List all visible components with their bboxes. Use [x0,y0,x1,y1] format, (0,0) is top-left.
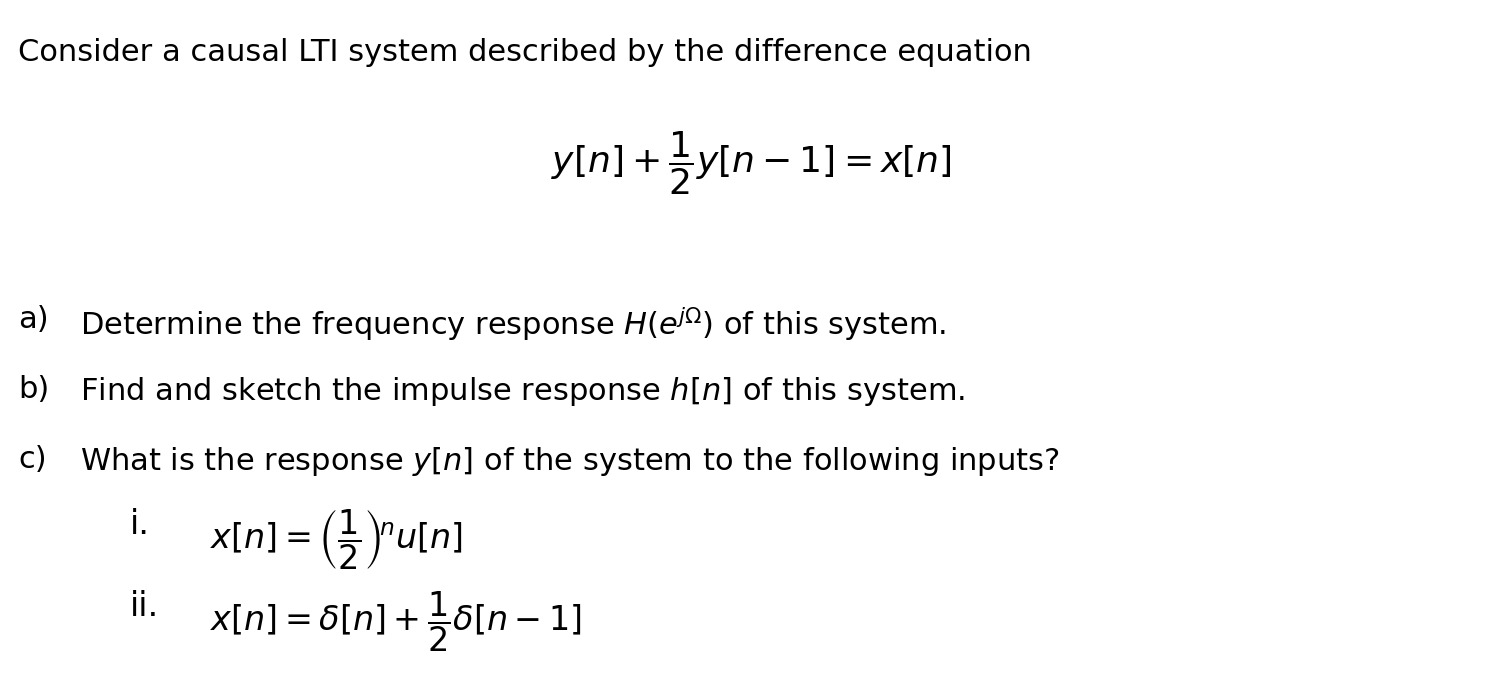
Text: $x[n] = \delta[n] + \dfrac{1}{2}\delta[n-1]$: $x[n] = \delta[n] + \dfrac{1}{2}\delta[n… [210,590,582,654]
Text: b): b) [18,375,50,404]
Text: Find and sketch the impulse response $h[n]$ of this system.: Find and sketch the impulse response $h[… [80,375,965,408]
Text: $y[n] + \dfrac{1}{2}y[n-1] = x[n]$: $y[n] + \dfrac{1}{2}y[n-1] = x[n]$ [550,130,951,198]
Text: ii.: ii. [129,590,159,623]
Text: Consider a causal LTI system described by the difference equation: Consider a causal LTI system described b… [18,38,1033,67]
Text: Determine the frequency response $H(e^{j\Omega})$ of this system.: Determine the frequency response $H(e^{j… [80,305,947,343]
Text: $x[n] = \left(\dfrac{1}{2}\right)^{\!n} u[n]$: $x[n] = \left(\dfrac{1}{2}\right)^{\!n} … [210,508,463,572]
Text: i.: i. [129,508,150,541]
Text: a): a) [18,305,48,334]
Text: What is the response $y[n]$ of the system to the following inputs?: What is the response $y[n]$ of the syste… [80,445,1060,478]
Text: c): c) [18,445,47,474]
